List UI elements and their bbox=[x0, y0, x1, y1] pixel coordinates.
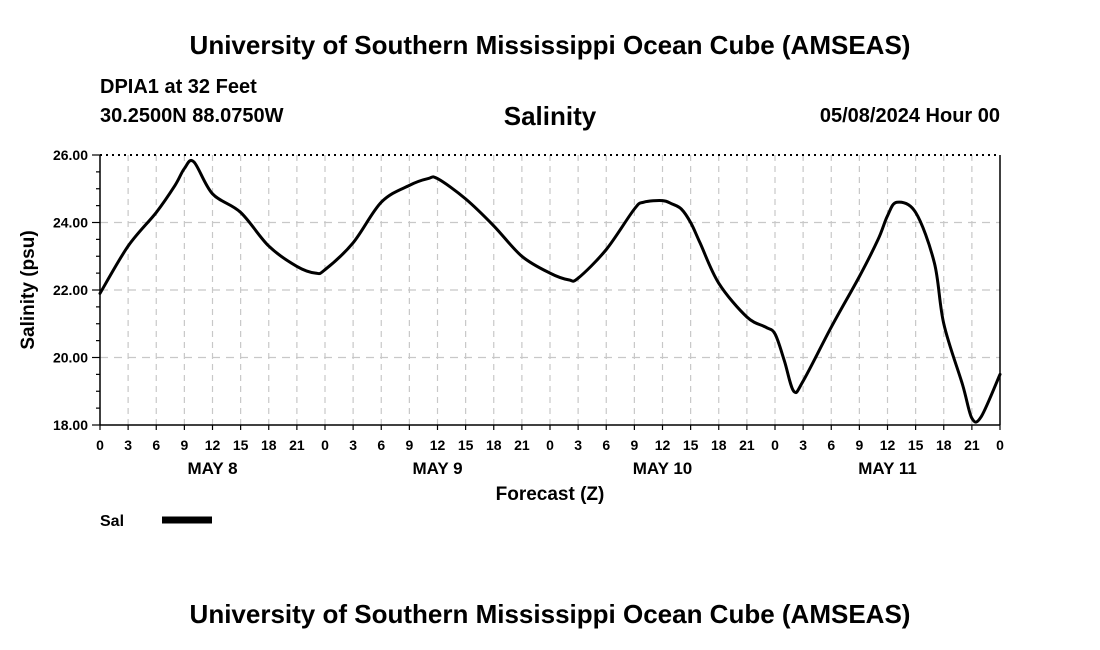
x-tick-label: 12 bbox=[205, 437, 221, 453]
chart-title-bottom: University of Southern Mississippi Ocean… bbox=[189, 599, 911, 629]
day-label: MAY 11 bbox=[858, 459, 917, 478]
x-tick-label: 21 bbox=[964, 437, 980, 453]
y-tick-label: 22.00 bbox=[53, 282, 88, 298]
x-tick-label: 3 bbox=[574, 437, 582, 453]
x-tick-label: 21 bbox=[739, 437, 755, 453]
x-tick-label: 15 bbox=[233, 437, 249, 453]
x-tick-label: 9 bbox=[855, 437, 863, 453]
x-tick-label: 9 bbox=[180, 437, 188, 453]
x-tick-label: 0 bbox=[321, 437, 329, 453]
x-tick-label: 18 bbox=[936, 437, 952, 453]
x-tick-label: 18 bbox=[711, 437, 727, 453]
x-tick-label: 0 bbox=[546, 437, 554, 453]
x-tick-label: 0 bbox=[996, 437, 1004, 453]
series-line-sal bbox=[98, 159, 1002, 424]
chart-title-top: University of Southern Mississippi Ocean… bbox=[189, 30, 911, 60]
y-axis-title: Salinity (psu) bbox=[18, 230, 39, 349]
x-tick-label: 6 bbox=[827, 437, 835, 453]
y-tick-label: 24.00 bbox=[53, 215, 88, 231]
variable-title: Salinity bbox=[503, 101, 597, 131]
station-label: DPIA1 at 32 Feet bbox=[100, 76, 257, 98]
legend-label: Sal bbox=[100, 513, 124, 530]
x-tick-label: 3 bbox=[124, 437, 132, 453]
x-tick-label: 12 bbox=[430, 437, 446, 453]
x-tick-label: 15 bbox=[458, 437, 474, 453]
x-tick-label: 9 bbox=[630, 437, 638, 453]
day-label: MAY 10 bbox=[633, 459, 693, 478]
series bbox=[98, 159, 1002, 424]
x-tick-label: 18 bbox=[486, 437, 502, 453]
x-tick-label: 15 bbox=[908, 437, 924, 453]
y-tick-label: 26.00 bbox=[53, 147, 88, 163]
x-tick-label: 18 bbox=[261, 437, 277, 453]
day-label: MAY 8 bbox=[187, 459, 237, 478]
x-tick-label: 15 bbox=[683, 437, 699, 453]
y-tick-label: 20.00 bbox=[53, 350, 88, 366]
x-tick-label: 12 bbox=[880, 437, 896, 453]
x-tick-label: 12 bbox=[655, 437, 671, 453]
coordinates-label: 30.2500N 88.0750W bbox=[100, 105, 284, 127]
x-tick-label: 0 bbox=[771, 437, 779, 453]
day-label: MAY 9 bbox=[412, 459, 462, 478]
x-tick-label: 9 bbox=[405, 437, 413, 453]
x-tick-label: 6 bbox=[377, 437, 385, 453]
x-tick-label: 3 bbox=[349, 437, 357, 453]
y-tick-label: 18.00 bbox=[53, 417, 88, 433]
x-tick-label: 6 bbox=[152, 437, 160, 453]
x-tick-label: 0 bbox=[96, 437, 104, 453]
grid bbox=[100, 155, 1000, 425]
x-tick-label: 3 bbox=[799, 437, 807, 453]
x-tick-label: 21 bbox=[289, 437, 305, 453]
legend: Sal bbox=[100, 513, 212, 530]
axes bbox=[92, 154, 1001, 430]
x-tick-label: 21 bbox=[514, 437, 530, 453]
axis-labels: 18.00 20.00 22.00 24.00 26.00 0 3 6 9 12 15 18 21 0 3 6… bbox=[18, 147, 1004, 505]
x-tick-label: 6 bbox=[602, 437, 610, 453]
x-axis-title: Forecast (Z) bbox=[496, 484, 605, 505]
forecast-datetime: 05/08/2024 Hour 00 bbox=[819, 105, 1000, 127]
